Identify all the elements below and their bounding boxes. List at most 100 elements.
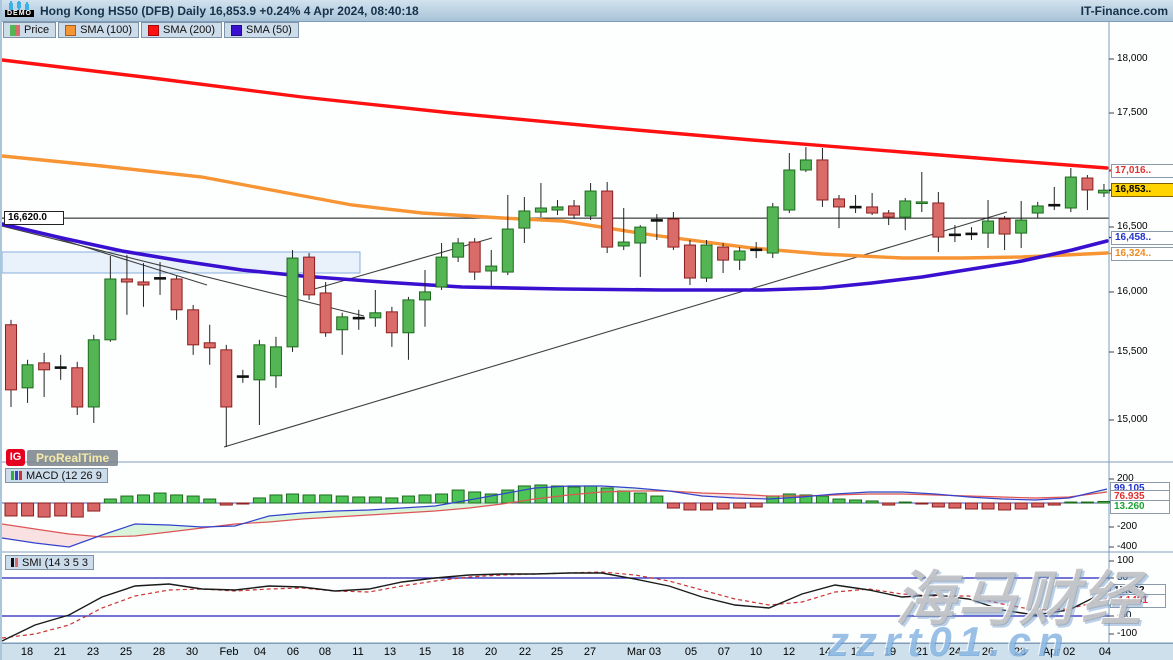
macd-histogram-bar <box>915 502 929 505</box>
candle <box>1048 203 1061 207</box>
candle <box>385 311 398 334</box>
candle <box>849 205 862 209</box>
x-axis-tick-label: 10 <box>749 646 763 658</box>
macd-histogram-bar <box>418 494 432 504</box>
legend-chip-label: SMA (200) <box>163 24 215 36</box>
x-axis-tick-label: 05 <box>684 646 698 658</box>
candle <box>1015 219 1028 234</box>
macd-histogram-bar <box>21 502 35 517</box>
macd-fill <box>2 524 35 543</box>
macd-signal-line <box>2 490 1108 538</box>
x-axis[interactable]: 18 21 23 25 28 30 Feb 04 06 08 11 13 15 18 20 22 25 27 Mar… <box>2 643 1173 660</box>
macd-histogram-bar <box>302 494 316 504</box>
candle <box>203 342 216 349</box>
candle <box>799 159 812 171</box>
candle <box>38 362 51 371</box>
macd-line <box>2 485 1108 548</box>
legend-chip-sma100[interactable]: SMA (100) <box>58 22 140 38</box>
x-axis-tick-label: 12 <box>782 646 796 658</box>
candle <box>71 367 84 408</box>
candle <box>104 278 117 341</box>
macd-histogram-bar <box>236 502 250 505</box>
x-axis-tick-label: Apr 02 <box>1042 646 1076 658</box>
macd-legend-chip[interactable]: MACD (12 26 9 <box>5 468 108 483</box>
macd-histogram-bar <box>87 502 101 512</box>
macd-histogram-bar <box>832 498 846 504</box>
macd-histogram-bar <box>617 490 631 504</box>
instrument-title: Hong Kong HS50 (DFB) Daily 16,853.9 +0.2… <box>40 3 419 18</box>
legend-chip-sma200[interactable]: SMA (200) <box>141 22 222 38</box>
candle <box>816 159 829 201</box>
candle <box>303 256 316 296</box>
candle <box>965 232 978 236</box>
x-axis-tick-label: 27 <box>583 646 597 658</box>
candle <box>882 212 895 218</box>
ig-prorealtime-logo[interactable]: IG ProRealTime <box>6 449 119 466</box>
macd-histogram-bar <box>815 495 829 504</box>
candle <box>1064 176 1077 209</box>
macd-histogram-bar <box>700 502 714 511</box>
candle <box>87 339 100 408</box>
macd-histogram-bar <box>468 491 482 504</box>
x-axis-tick-label: 11 <box>352 646 364 658</box>
macd-histogram-bar <box>964 502 978 510</box>
sma100-line <box>2 154 1109 260</box>
macd-histogram-bar <box>633 492 647 504</box>
macd-histogram-bar <box>120 495 134 504</box>
macd-histogram-bar <box>550 485 564 504</box>
trendline <box>36 231 208 286</box>
macd-histogram-bar <box>153 492 167 504</box>
candle <box>833 198 845 208</box>
candle <box>866 206 879 214</box>
sma100-swatch-icon <box>65 24 77 36</box>
x-axis-tick-label: 22 <box>518 646 532 658</box>
sma50-swatch-icon <box>231 24 242 36</box>
candle <box>667 218 680 248</box>
macd-histogram-bar <box>981 502 995 510</box>
x-axis-tick-label: 25 <box>550 646 564 658</box>
prorealtime-label: ProRealTime <box>27 449 119 466</box>
macd-histogram-bar <box>54 502 68 517</box>
legend-toolbar: Price SMA (100) SMA (200) SMA (50) <box>3 22 299 38</box>
macd-histogram-bar <box>1080 501 1094 504</box>
x-axis-tick-label: 14 <box>818 646 832 658</box>
candle <box>485 265 498 272</box>
brand-link[interactable]: IT-Finance.com <box>1080 3 1168 18</box>
smi-series-icon <box>11 558 18 567</box>
x-axis-tick-label: 18 <box>20 646 34 658</box>
candle <box>253 344 266 381</box>
macd-histogram-bar <box>484 493 498 504</box>
candle <box>352 316 365 320</box>
candle <box>766 206 779 254</box>
macd-histogram-bar <box>1014 502 1028 510</box>
candle <box>700 244 713 279</box>
macd-histogram-bar <box>252 497 266 504</box>
candle <box>402 299 415 334</box>
legend-chip-sma50[interactable]: SMA (50) <box>224 22 299 38</box>
x-axis-tick-label: 30 <box>185 646 199 658</box>
x-axis-tick-label: 19 <box>883 646 897 658</box>
candle <box>452 242 465 258</box>
macd-histogram-bar <box>650 495 664 504</box>
candle <box>750 248 763 252</box>
macd-histogram-bar <box>4 502 18 517</box>
macd-histogram-bar <box>683 502 697 511</box>
candle <box>54 366 67 369</box>
candle <box>948 233 961 237</box>
legend-chip-label: Price <box>24 24 50 36</box>
x-axis-tick-label: 07 <box>717 646 731 658</box>
macd-histogram-bar <box>1031 502 1045 508</box>
candle <box>419 291 431 301</box>
macd-histogram-bar <box>998 502 1012 511</box>
legend-chip-price[interactable]: Price <box>3 22 57 38</box>
smi-legend-chip[interactable]: SMI (14 3 5 3 <box>5 555 95 570</box>
sma200-swatch-icon <box>148 24 160 36</box>
candle <box>269 346 282 377</box>
x-axis-tick-label: Feb <box>219 646 239 658</box>
x-axis-tick-label: 25 <box>119 646 133 658</box>
macd-histogram-bar <box>1097 500 1111 504</box>
candle <box>187 309 200 346</box>
macd-histogram-bar <box>435 493 449 504</box>
